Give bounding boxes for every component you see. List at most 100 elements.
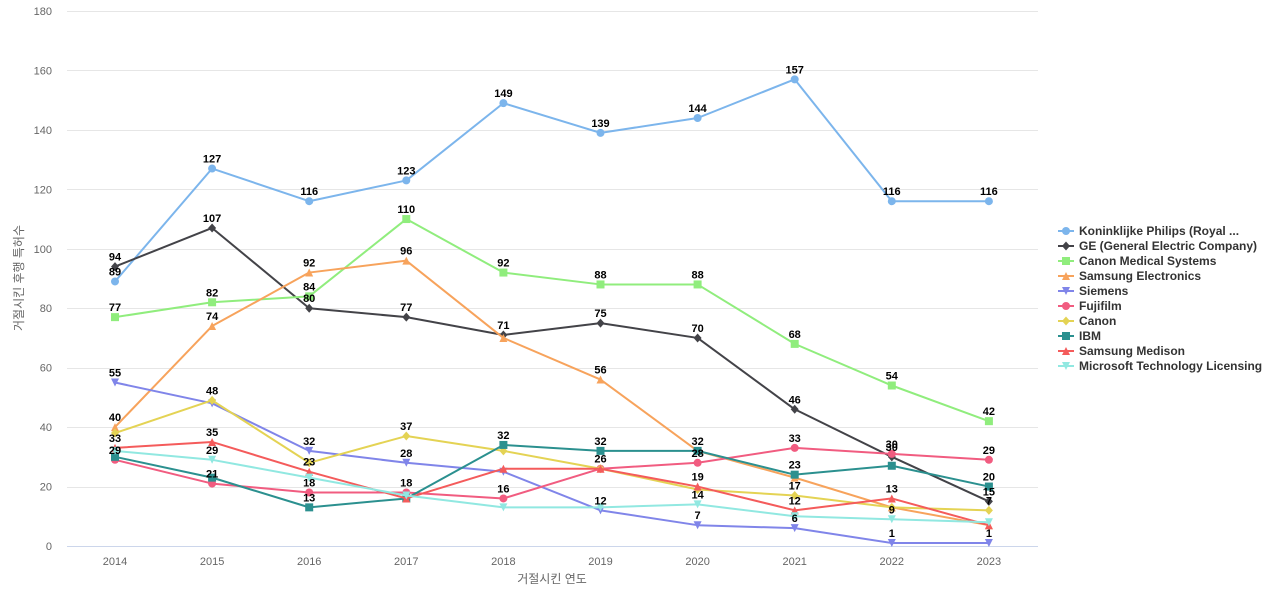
data-label: 96 xyxy=(400,246,412,258)
marker-point xyxy=(1062,226,1070,235)
legend-symbol xyxy=(1058,286,1074,295)
data-label: 46 xyxy=(789,394,801,406)
marker-point xyxy=(790,490,799,500)
series-5 xyxy=(111,443,993,503)
data-label: 48 xyxy=(206,385,218,397)
marker-point xyxy=(1062,271,1070,280)
marker-point xyxy=(111,277,119,286)
legend-item[interactable]: Fujifilm xyxy=(1058,298,1262,313)
legend-item[interactable]: Samsung Electronics xyxy=(1058,268,1262,283)
marker-point xyxy=(208,298,217,307)
data-label: 32 xyxy=(303,436,315,448)
marker-point xyxy=(402,215,411,224)
x-tick-label: 2020 xyxy=(685,556,709,568)
legend-symbol xyxy=(1058,271,1074,280)
series-line xyxy=(114,440,990,527)
marker-point xyxy=(596,446,605,455)
data-label: 21 xyxy=(206,469,218,481)
x-tick-label: 2015 xyxy=(200,556,224,568)
data-label: 9 xyxy=(889,504,895,516)
x-axis-title: 거절시킨 연도 xyxy=(517,572,587,586)
data-label: 89 xyxy=(109,266,121,278)
marker-point xyxy=(887,449,896,458)
marker-point xyxy=(305,503,314,512)
data-label: 37 xyxy=(400,421,412,433)
marker-point xyxy=(499,464,508,473)
data-label: 84 xyxy=(303,281,316,293)
y-tick-label: 40 xyxy=(40,422,52,434)
legend-label: Samsung Medison xyxy=(1079,343,1186,358)
marker-point xyxy=(499,503,508,512)
marker-point xyxy=(887,197,896,206)
marker-point xyxy=(111,452,119,461)
legend-item[interactable]: Samsung Medison xyxy=(1058,343,1262,358)
marker-point xyxy=(402,176,411,185)
data-label: 29 xyxy=(983,445,995,457)
legend-symbol xyxy=(1058,346,1074,355)
marker-point xyxy=(1062,361,1070,370)
series-line xyxy=(114,449,990,524)
data-label: 33 xyxy=(109,433,121,445)
marker-point xyxy=(693,114,702,122)
marker-point xyxy=(402,491,411,500)
data-label: 14 xyxy=(691,489,704,501)
series-6 xyxy=(111,395,993,515)
marker-point xyxy=(305,488,314,497)
marker-point xyxy=(1062,241,1070,250)
marker-point xyxy=(887,494,896,503)
marker-point xyxy=(111,423,119,432)
marker-point xyxy=(402,256,411,265)
data-label: 139 xyxy=(591,118,609,130)
data-label: 30 xyxy=(886,442,898,454)
legend-label: IBM xyxy=(1079,328,1101,343)
data-label: 1 xyxy=(889,528,895,540)
marker-point xyxy=(984,496,993,506)
data-label: 42 xyxy=(983,406,995,418)
legend-symbol xyxy=(1058,316,1074,325)
marker-point xyxy=(208,395,217,405)
y-tick-label: 100 xyxy=(34,244,52,256)
legend-label: Microsoft Technology Licensing xyxy=(1079,358,1263,373)
x-tick-label: 2017 xyxy=(394,556,418,568)
marker-point xyxy=(693,458,702,467)
marker-point xyxy=(1062,256,1070,265)
data-label: 56 xyxy=(594,365,606,377)
data-label: 32 xyxy=(497,430,509,442)
marker-point xyxy=(305,473,314,482)
marker-point xyxy=(693,521,702,530)
x-tick-label: 2022 xyxy=(880,556,904,568)
y-axis-title: 거절시킨 후행 특허수 xyxy=(11,225,26,331)
marker-point xyxy=(693,500,702,509)
data-label: 18 xyxy=(400,478,412,490)
x-tick-label: 2018 xyxy=(491,556,515,568)
marker-point xyxy=(596,375,605,384)
legend-item[interactable]: IBM xyxy=(1058,328,1262,343)
data-label: 40 xyxy=(109,412,121,424)
marker-point xyxy=(887,515,896,524)
legend-item[interactable]: Koninklijke Philips (Royal ... xyxy=(1058,223,1262,238)
legend-item[interactable]: Canon Medical Systems xyxy=(1058,253,1262,268)
data-label: 88 xyxy=(594,269,606,281)
legend-label: Siemens xyxy=(1079,283,1129,298)
marker-point xyxy=(887,539,896,548)
marker-point xyxy=(208,223,217,233)
data-label: 92 xyxy=(303,258,315,270)
legend-item[interactable]: Microsoft Technology Licensing xyxy=(1058,358,1262,373)
marker-point xyxy=(208,473,217,482)
series-line xyxy=(114,78,990,283)
data-label: 82 xyxy=(206,287,218,299)
legend-item[interactable]: Siemens xyxy=(1058,283,1262,298)
data-label: 29 xyxy=(206,445,218,457)
data-label: 77 xyxy=(109,302,121,314)
legend-item[interactable]: GE (General Electric Company) xyxy=(1058,238,1262,253)
data-label: 55 xyxy=(109,368,121,380)
marker-point xyxy=(790,75,799,84)
marker-point xyxy=(596,128,605,137)
legend-item[interactable]: Canon xyxy=(1058,313,1262,328)
data-label: 149 xyxy=(494,88,512,100)
data-label: 92 xyxy=(497,258,509,270)
data-label: 35 xyxy=(206,427,218,439)
data-label: 116 xyxy=(300,186,318,198)
x-tick-label: 2021 xyxy=(782,556,806,568)
